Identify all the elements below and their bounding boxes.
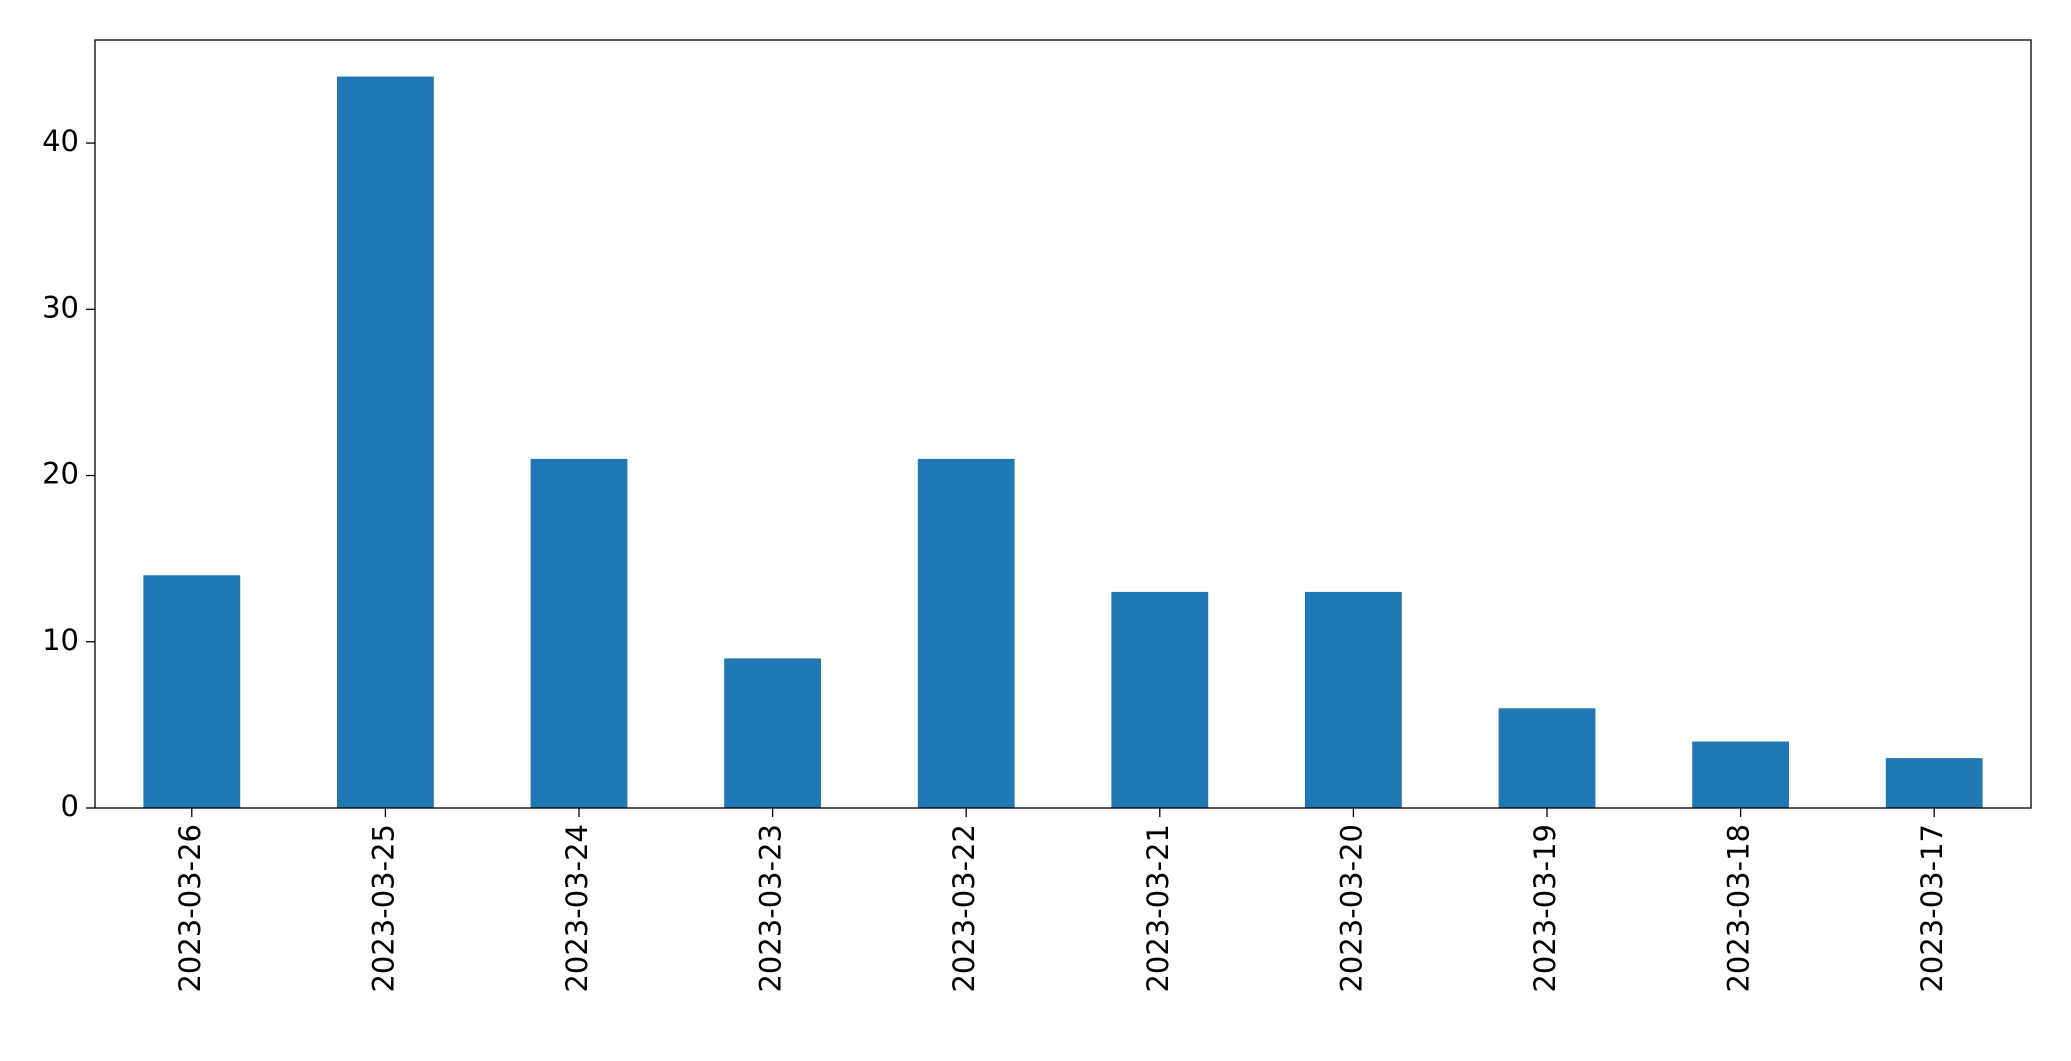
y-tick-label: 20 bbox=[42, 457, 79, 491]
bar bbox=[1885, 758, 1983, 808]
bar bbox=[724, 658, 821, 808]
bar bbox=[530, 458, 628, 808]
x-tick-label: 2023-03-19 bbox=[1528, 824, 1562, 993]
bar bbox=[1111, 591, 1209, 808]
bar bbox=[1692, 741, 1789, 808]
x-tick-label: 2023-03-17 bbox=[1915, 824, 1949, 993]
bar bbox=[1305, 591, 1402, 808]
y-tick-label: 40 bbox=[42, 124, 79, 158]
x-tick-label: 2023-03-20 bbox=[1334, 824, 1368, 993]
bar bbox=[1498, 708, 1596, 808]
y-tick-label: 0 bbox=[61, 789, 79, 823]
y-tick-label: 10 bbox=[42, 623, 79, 657]
y-tick-label: 30 bbox=[42, 290, 79, 324]
x-tick-label: 2023-03-22 bbox=[947, 824, 981, 993]
x-tick-label: 2023-03-23 bbox=[754, 824, 788, 993]
bar bbox=[143, 575, 241, 808]
x-tick-label: 2023-03-24 bbox=[560, 824, 594, 993]
bar bbox=[917, 458, 1015, 808]
x-tick-label: 2023-03-18 bbox=[1722, 824, 1756, 993]
bar bbox=[337, 76, 434, 809]
x-tick-label: 2023-03-21 bbox=[1141, 824, 1175, 993]
x-tick-label: 2023-03-26 bbox=[173, 824, 207, 993]
plot-frame bbox=[94, 39, 2032, 809]
x-tick-label: 2023-03-25 bbox=[366, 824, 400, 993]
